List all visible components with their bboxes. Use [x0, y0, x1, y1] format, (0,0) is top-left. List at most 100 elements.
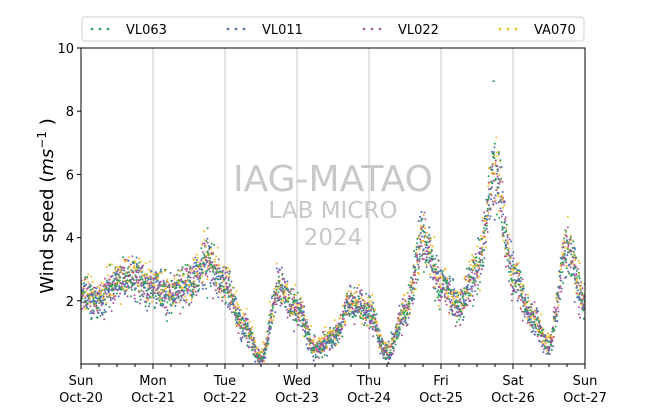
- point-vl063: [415, 248, 418, 251]
- point-va070: [527, 293, 529, 296]
- point-vl022: [483, 211, 486, 214]
- point-vl063: [188, 302, 191, 305]
- point-vl063: [365, 292, 368, 295]
- point-vl011: [203, 265, 206, 268]
- point-vl063: [179, 284, 182, 287]
- point-vl022: [369, 322, 372, 325]
- point-vl011: [483, 249, 486, 252]
- point-vl063: [302, 317, 305, 320]
- point-vl011: [430, 266, 433, 268]
- point-vl022: [123, 267, 126, 270]
- x-axis: SunOct-20MonOct-21TueOct-22WedOct-23ThuO…: [59, 364, 607, 406]
- point-va070: [525, 302, 528, 305]
- point-vl063: [354, 304, 357, 307]
- point-vl063: [97, 306, 100, 309]
- point-va070: [105, 301, 108, 304]
- point-vl011: [518, 278, 521, 281]
- point-vl011: [204, 263, 207, 266]
- point-va070: [192, 257, 195, 260]
- point-va070: [408, 313, 411, 316]
- point-va070: [167, 292, 170, 295]
- point-vl011: [107, 291, 110, 294]
- point-vl063: [222, 285, 225, 288]
- point-vl022: [284, 296, 287, 298]
- point-vl011: [226, 306, 229, 308]
- point-vl022: [295, 306, 298, 309]
- point-vl022: [119, 282, 122, 285]
- point-vl011: [372, 335, 375, 338]
- point-vl022: [142, 264, 145, 267]
- point-va070: [84, 295, 87, 298]
- point-va070: [242, 312, 245, 315]
- point-vl063: [436, 296, 439, 299]
- point-va070: [417, 236, 420, 239]
- point-vl022: [119, 292, 122, 295]
- point-vl022: [292, 288, 295, 291]
- point-vl022: [523, 313, 526, 316]
- point-vl063: [527, 296, 530, 299]
- point-vl063: [422, 271, 425, 273]
- point-va070: [560, 263, 563, 266]
- point-vl011: [349, 285, 352, 288]
- point-va070: [369, 316, 371, 319]
- point-va070: [530, 308, 533, 311]
- point-vl011: [235, 321, 238, 323]
- point-vl063: [271, 322, 274, 325]
- point-va070: [409, 281, 412, 283]
- point-vl063: [209, 285, 212, 287]
- point-vl063: [192, 291, 195, 294]
- point-va070: [137, 284, 140, 287]
- point-vl022: [147, 297, 150, 300]
- point-va070: [424, 235, 427, 238]
- point-vl063: [278, 280, 281, 282]
- point-vl011: [459, 293, 462, 296]
- point-vl063: [409, 297, 412, 300]
- point-vl063: [86, 276, 89, 278]
- point-vl011: [566, 254, 569, 257]
- point-va070: [205, 245, 208, 248]
- point-vl011: [530, 331, 533, 334]
- point-vl022: [195, 276, 198, 279]
- point-va070: [484, 236, 487, 239]
- point-vl063: [507, 271, 510, 273]
- point-vl063: [493, 157, 496, 160]
- point-vl011: [532, 327, 535, 330]
- point-vl022: [516, 272, 519, 275]
- point-vl022: [459, 313, 462, 316]
- point-vl063: [565, 230, 567, 233]
- point-va070: [222, 265, 225, 268]
- point-vl063: [201, 268, 203, 271]
- legend-marker: [514, 27, 518, 31]
- point-vl022: [188, 267, 191, 270]
- point-vl011: [104, 291, 107, 294]
- point-vl022: [407, 308, 410, 311]
- point-vl063: [459, 308, 462, 311]
- point-va070: [451, 301, 454, 304]
- point-vl022: [201, 242, 204, 245]
- y-tick-label: 10: [57, 42, 74, 57]
- point-va070: [193, 289, 195, 292]
- point-vl022: [494, 159, 497, 162]
- point-vl022: [293, 296, 295, 299]
- point-vl022: [297, 316, 300, 319]
- point-vl063: [500, 177, 502, 180]
- point-vl063: [491, 182, 494, 185]
- point-vl022: [304, 319, 307, 321]
- point-vl063: [400, 313, 403, 316]
- point-vl022: [142, 290, 145, 293]
- point-va070: [195, 253, 198, 256]
- point-vl063: [428, 256, 431, 259]
- point-vl022: [84, 278, 87, 281]
- point-vl011: [442, 274, 445, 277]
- point-vl011: [560, 287, 563, 290]
- point-vl022: [466, 304, 469, 307]
- point-vl063: [561, 271, 564, 274]
- point-vl022: [280, 302, 283, 305]
- point-vl022: [401, 334, 403, 337]
- point-vl022: [187, 288, 190, 291]
- point-vl011: [108, 287, 111, 290]
- point-vl063: [403, 311, 406, 314]
- point-vl063: [205, 270, 208, 272]
- point-va070: [306, 318, 308, 321]
